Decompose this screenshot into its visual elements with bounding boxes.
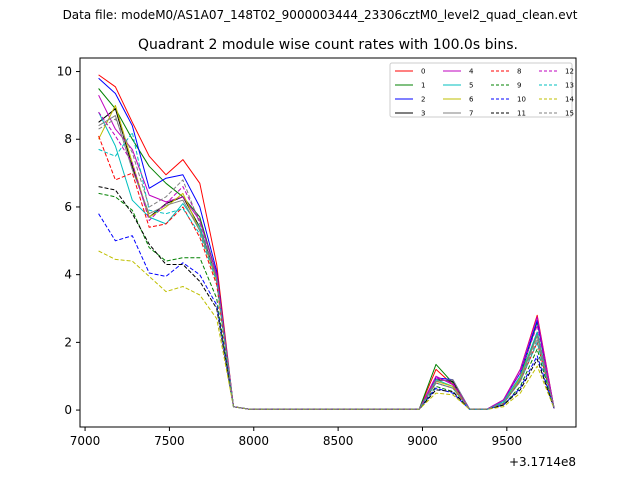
legend-label-8: 8 <box>517 68 521 76</box>
series-lines <box>98 74 555 410</box>
chart-title: Quadrant 2 module wise count rates with … <box>138 37 518 53</box>
legend-label-1: 1 <box>421 82 425 90</box>
legend-box <box>389 62 573 118</box>
legend-label-14: 14 <box>565 96 574 104</box>
axes-frame <box>79 57 577 428</box>
legend-label-7: 7 <box>469 110 473 118</box>
x-tick-label: 9000 <box>407 434 438 448</box>
legend-label-11: 11 <box>517 110 526 118</box>
y-tick-label: 10 <box>57 65 72 79</box>
legend-label-6: 6 <box>469 96 474 104</box>
x-tick-label: 9500 <box>492 434 523 448</box>
x-tick-label: 8500 <box>323 434 354 448</box>
legend-label-13: 13 <box>565 82 574 90</box>
y-tick-label: 4 <box>64 268 72 282</box>
legend-label-2: 2 <box>421 96 425 104</box>
legend-label-0: 0 <box>421 68 425 76</box>
legend-label-4: 4 <box>469 68 474 76</box>
series-line-15 <box>98 118 555 410</box>
x-tick-label: 7000 <box>70 434 101 448</box>
x-offset-label: +3.1714e8 <box>509 455 576 469</box>
y-tick-label: 6 <box>64 200 72 214</box>
legend-label-3: 3 <box>421 110 425 118</box>
y-tick-label: 0 <box>64 403 72 417</box>
legend-label-12: 12 <box>565 68 574 76</box>
figure-suptitle: Data file: modeM0/AS1A07_148T02_90000034… <box>63 8 578 22</box>
x-tick-label: 7500 <box>154 434 185 448</box>
y-tick-label: 2 <box>64 335 72 349</box>
y-tick-label: 8 <box>64 132 72 146</box>
legend-label-15: 15 <box>565 110 574 118</box>
x-tick-label: 8000 <box>238 434 269 448</box>
legend-label-5: 5 <box>469 82 473 90</box>
legend-label-10: 10 <box>517 96 526 104</box>
legend-label-9: 9 <box>517 82 521 90</box>
